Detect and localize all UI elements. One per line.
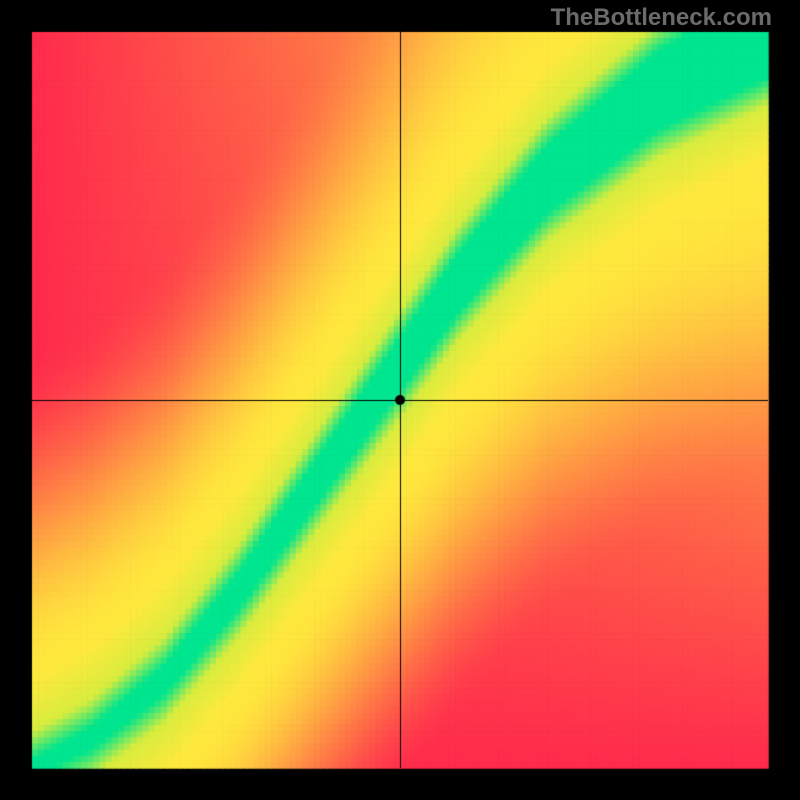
bottleneck-heatmap	[0, 0, 800, 800]
watermark-text: TheBottleneck.com	[551, 4, 772, 32]
